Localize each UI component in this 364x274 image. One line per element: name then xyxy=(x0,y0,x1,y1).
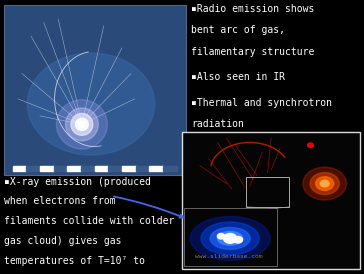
Text: temperatures of T=10⁷ to: temperatures of T=10⁷ to xyxy=(4,256,145,266)
Circle shape xyxy=(217,233,225,239)
Text: ▪Radio emission shows: ▪Radio emission shows xyxy=(191,4,314,14)
Ellipse shape xyxy=(56,100,107,149)
Ellipse shape xyxy=(76,118,88,130)
Bar xyxy=(67,166,81,171)
Text: ▪Also seen in IR: ▪Also seen in IR xyxy=(191,72,285,82)
Bar xyxy=(135,166,149,171)
Bar xyxy=(108,166,122,171)
Bar xyxy=(149,166,163,171)
Text: ▪X-ray emission (produced: ▪X-ray emission (produced xyxy=(4,177,151,187)
Circle shape xyxy=(308,143,313,147)
Bar xyxy=(163,166,177,171)
Ellipse shape xyxy=(190,216,270,260)
Bar xyxy=(40,166,54,171)
Bar xyxy=(27,166,40,171)
Circle shape xyxy=(316,177,334,190)
Ellipse shape xyxy=(217,232,243,245)
Text: gas cloud) gives gas: gas cloud) gives gas xyxy=(4,236,121,246)
Text: www.sliderbase.com: www.sliderbase.com xyxy=(195,254,262,259)
Text: filaments collide with colder: filaments collide with colder xyxy=(4,216,174,226)
Ellipse shape xyxy=(71,113,93,135)
Ellipse shape xyxy=(201,222,259,255)
Ellipse shape xyxy=(223,234,237,242)
Text: ▪Thermal and synchrotron: ▪Thermal and synchrotron xyxy=(191,98,332,108)
Text: filamentary structure: filamentary structure xyxy=(191,47,314,57)
Bar xyxy=(81,166,95,171)
Circle shape xyxy=(223,233,237,243)
Bar xyxy=(4,5,186,175)
Text: radiation: radiation xyxy=(191,119,244,129)
Bar xyxy=(182,132,360,269)
Bar xyxy=(246,177,289,207)
Ellipse shape xyxy=(27,53,155,155)
Ellipse shape xyxy=(66,108,98,141)
Circle shape xyxy=(320,180,329,187)
Circle shape xyxy=(234,236,242,243)
Bar xyxy=(54,166,67,171)
Bar xyxy=(184,208,277,266)
Text: bent arc of gas,: bent arc of gas, xyxy=(191,25,285,35)
Bar xyxy=(122,166,135,171)
Ellipse shape xyxy=(79,121,85,127)
Circle shape xyxy=(303,167,347,200)
Bar xyxy=(13,166,27,171)
Text: when electrons from: when electrons from xyxy=(4,196,115,206)
Bar xyxy=(95,166,108,171)
Circle shape xyxy=(310,173,339,195)
Ellipse shape xyxy=(210,227,250,249)
